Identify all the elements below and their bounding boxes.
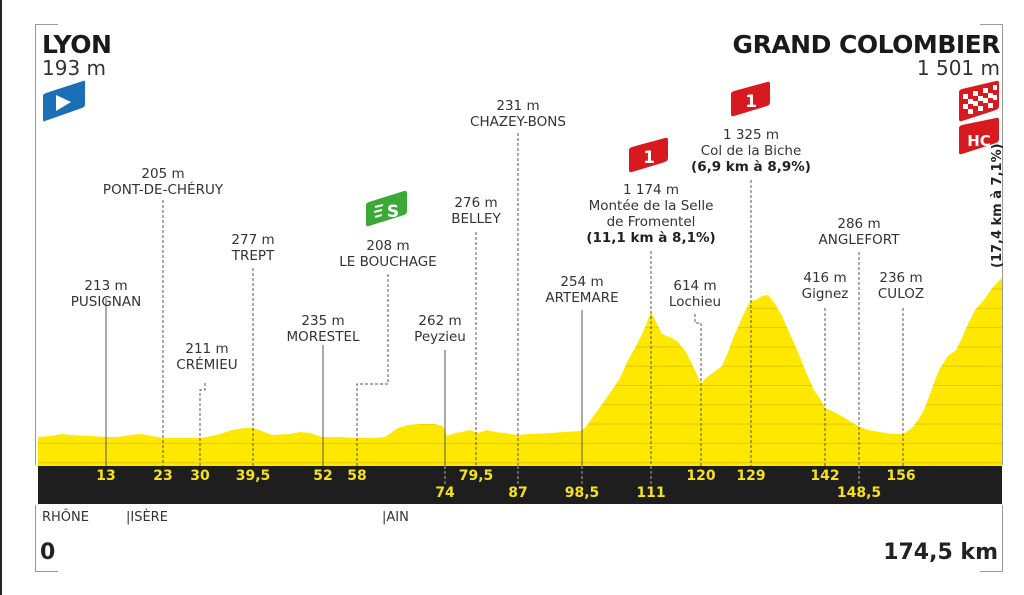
region-isere: |ISÈRE	[126, 510, 168, 525]
waypoint-artemare: 254 m ARTEMARE	[545, 274, 619, 306]
finish-city: GRAND COLOMBIER	[732, 30, 1001, 59]
bracket-bottom-right	[980, 505, 1003, 572]
finish-climb-note: (17,4 km à 7,1%)	[990, 143, 1005, 268]
cat1-badge-biche: 1	[731, 81, 770, 117]
bracket-top-left	[35, 24, 58, 465]
svg-text:1: 1	[745, 92, 757, 112]
line-cremieu	[199, 383, 206, 466]
km-87: 87	[508, 485, 528, 501]
waypoint-pusignan: 213 m PUSIGNAN	[70, 278, 142, 310]
distance-start: 0	[40, 540, 56, 565]
frame-left-border	[0, 0, 2, 595]
checkered-finish-icon	[959, 80, 999, 122]
km-120: 120	[686, 468, 716, 484]
waypoint-culoz: 236 m CULOZ	[877, 270, 925, 302]
waypoint-morestel: 235 m MORESTEL	[286, 313, 360, 345]
waypoint-anglefort: 286 m ANGLEFORT	[818, 216, 900, 248]
line-le-bouchage	[356, 274, 389, 466]
km-111: 111	[636, 485, 666, 501]
km-58: 58	[347, 468, 367, 484]
bracket-top-right	[980, 24, 1003, 465]
km-23: 23	[153, 468, 173, 484]
km-39-5: 39,5	[235, 468, 271, 484]
start-flag-icon	[43, 80, 85, 122]
start-altitude: 193 m	[42, 56, 107, 80]
waypoint-selle-de-fromentel: 1 174 m Montée de la Selle de Fromentel (11…	[586, 182, 716, 246]
km-156: 156	[886, 468, 916, 484]
cat1-badge-selle: 1	[629, 137, 668, 173]
svg-text:1: 1	[643, 148, 655, 168]
finish-altitude: 1 501 m	[916, 56, 1000, 80]
elevation-area	[38, 278, 1002, 466]
km-129: 129	[736, 468, 766, 484]
km-bar	[38, 466, 1002, 504]
km-52: 52	[313, 468, 333, 484]
waypoint-chazey-bons: 231 m CHAZEY-BONS	[470, 98, 566, 130]
waypoint-belley: 276 m BELLEY	[451, 195, 501, 227]
hc-badge: HC	[959, 117, 999, 155]
km-30: 30	[190, 468, 210, 484]
waypoint-pont-de-cheruy: 205 m PONT-DE-CHÉRUY	[102, 166, 224, 198]
km-13: 13	[96, 468, 116, 484]
intermediate-sprint-icon: S	[366, 190, 407, 227]
bracket-bottom-left	[35, 505, 58, 572]
svg-text:S: S	[387, 202, 399, 222]
start-city: LYON	[42, 30, 112, 59]
km-148-5: 148,5	[836, 485, 882, 501]
waypoint-col-de-la-biche: 1 325 m Col de la Biche (6,9 km à 8,9%)	[691, 127, 811, 175]
km-98-5: 98,5	[564, 485, 600, 501]
svg-text:HC: HC	[967, 132, 991, 150]
waypoint-cremieu: 211 m CRÉMIEU	[176, 341, 238, 373]
waypoint-gignez: 416 m Gignez	[801, 270, 849, 302]
region-ain: |AIN	[382, 510, 409, 525]
waypoint-le-bouchage: 208 m LE BOUCHAGE	[339, 238, 437, 270]
waypoint-peyzieu: 262 m Peyzieu	[414, 313, 466, 345]
waypoint-trept: 277 m TREPT	[231, 232, 275, 264]
km-142: 142	[810, 468, 840, 484]
waypoint-lochieu: 614 m Lochieu	[668, 278, 722, 310]
line-lochieu	[694, 314, 702, 466]
km-74: 74	[435, 485, 455, 501]
distance-end: 174,5 km	[883, 540, 998, 565]
km-79-5: 79,5	[458, 468, 494, 484]
region-rhone: RHÔNE	[42, 510, 89, 525]
